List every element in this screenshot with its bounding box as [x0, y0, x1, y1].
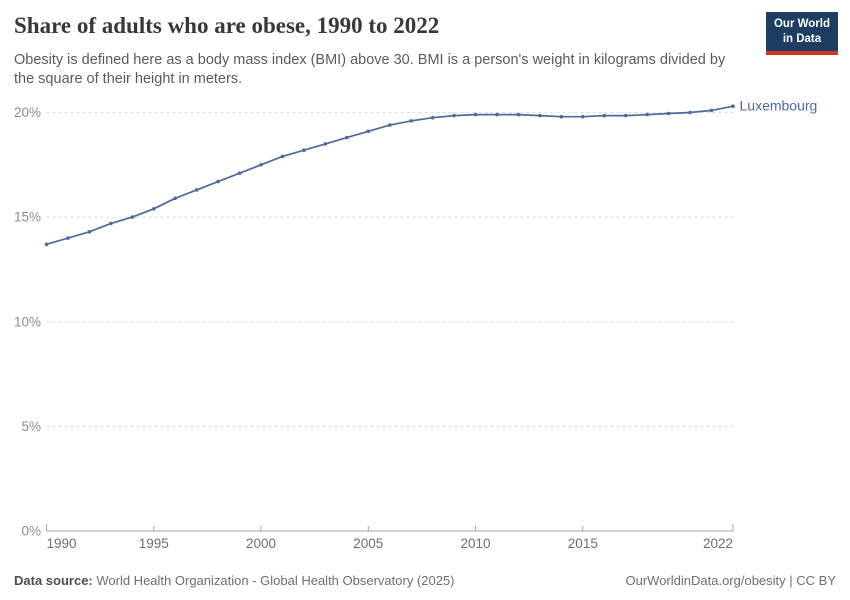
data-point[interactable] — [452, 113, 456, 118]
data-point[interactable] — [495, 112, 499, 117]
data-point[interactable] — [666, 111, 671, 116]
y-axis-tick-label: 5% — [21, 419, 41, 434]
series-label-luxembourg[interactable]: Luxembourg — [740, 98, 818, 114]
data-point[interactable] — [388, 123, 392, 127]
x-axis-tick-label: 2015 — [568, 536, 598, 551]
data-source-label: Data source: — [14, 573, 93, 588]
data-point[interactable] — [194, 188, 199, 192]
data-point[interactable] — [366, 129, 371, 134]
y-axis-tick-label: 10% — [14, 314, 41, 329]
x-axis-tick-label: 2005 — [353, 536, 383, 551]
data-point[interactable] — [130, 215, 135, 219]
chart-subtitle: Obesity is defined here as a body mass i… — [14, 52, 726, 88]
data-point[interactable] — [430, 115, 435, 120]
data-point[interactable] — [516, 112, 521, 117]
x-axis-tick-label: 2000 — [246, 536, 276, 551]
data-point[interactable] — [538, 113, 542, 118]
data-point[interactable] — [87, 230, 92, 234]
data-point[interactable] — [688, 110, 692, 115]
data-point[interactable] — [731, 104, 735, 108]
chart-title: Share of adults who are obese, 1990 to 2… — [14, 13, 440, 38]
data-point[interactable] — [66, 236, 70, 240]
x-axis-tick-label: 2010 — [461, 536, 491, 551]
data-point[interactable] — [645, 112, 649, 117]
data-point[interactable] — [709, 108, 714, 113]
line-chart-canvas: 0% 5% 10% 15% 20% 1990 1995 2000 2005 2010 2015 202… — [14, 98, 818, 551]
series-line-luxembourg[interactable] — [45, 105, 734, 246]
data-point[interactable] — [345, 135, 349, 140]
x-axis-tick-label: 1990 — [47, 536, 77, 551]
owid-logo[interactable]: Our World in Data — [765, 12, 838, 56]
data-point[interactable] — [581, 114, 585, 119]
x-axis-tick-label: 1995 — [139, 536, 169, 551]
data-point[interactable] — [259, 163, 263, 167]
data-point[interactable] — [409, 119, 414, 123]
x-axis-tick-label: 2022 — [703, 536, 733, 551]
data-point[interactable] — [216, 179, 220, 184]
data-point[interactable] — [237, 171, 242, 175]
data-point[interactable] — [559, 114, 564, 119]
data-point[interactable] — [173, 196, 177, 201]
attribution-link[interactable]: OurWorldinData.org/obesity | CC BY — [625, 573, 837, 588]
data-point[interactable] — [602, 113, 607, 118]
data-point[interactable] — [152, 207, 156, 211]
data-point[interactable] — [473, 112, 478, 117]
data-point[interactable] — [323, 142, 328, 146]
y-axis-tick-label: 0% — [21, 524, 41, 539]
data-point[interactable] — [109, 221, 113, 226]
owid-logo-line2: in Data — [782, 32, 822, 45]
data-source-note: Data source: World Health Organization -… — [14, 573, 455, 588]
data-point[interactable] — [280, 154, 285, 159]
data-point[interactable] — [302, 148, 306, 152]
y-axis-tick-label: 15% — [14, 210, 41, 225]
y-axis-tick-label: 20% — [14, 105, 41, 120]
data-point[interactable] — [623, 113, 628, 118]
data-source-text: World Health Organization - Global Healt… — [92, 573, 455, 588]
owid-logo-line1: Our World — [773, 18, 830, 30]
data-point[interactable] — [44, 242, 49, 247]
